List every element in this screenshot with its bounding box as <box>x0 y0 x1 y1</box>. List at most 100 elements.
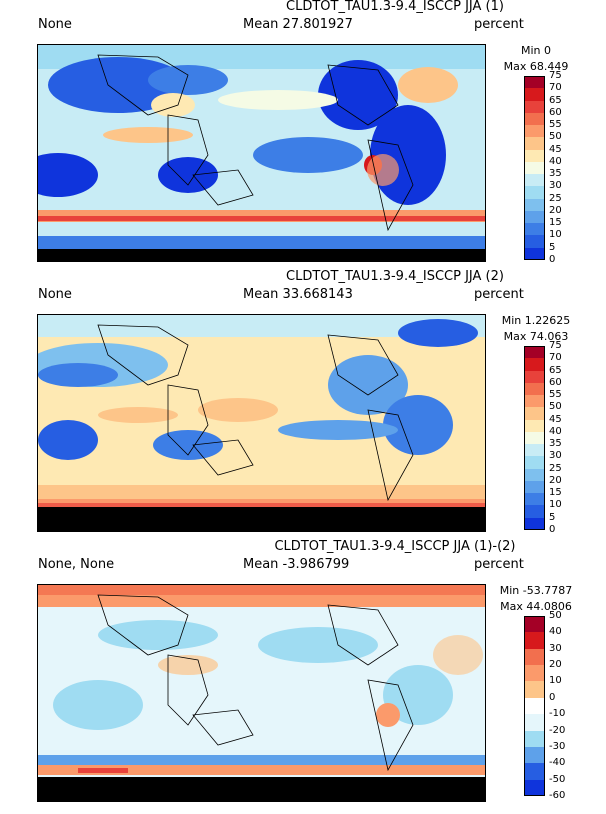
colorbar-segment <box>524 714 545 732</box>
colorbar-tick-label: -50 <box>549 773 566 785</box>
colorbar-segment <box>524 346 545 359</box>
colorbar-tick-label: 5 <box>549 511 556 523</box>
colorbar-segment <box>524 779 545 797</box>
map-field <box>38 315 485 531</box>
colorbar-tick-label: 0 <box>549 691 556 703</box>
colorbar-segment <box>524 149 545 163</box>
colorbar-tick-label: 30 <box>549 642 562 654</box>
colorbar-tick-label: 60 <box>549 106 562 118</box>
colorbar-tick-label: -40 <box>549 757 566 769</box>
units-label: percent <box>474 287 524 302</box>
colorbar-segment <box>524 730 545 748</box>
colorbar-tick-label: 35 <box>549 438 562 450</box>
colorbar-segment <box>524 648 545 666</box>
mean-value: Mean -3.986799 <box>243 557 350 572</box>
colorbar-tick-label: 15 <box>549 217 562 229</box>
colorbar-tick-label: 70 <box>549 352 562 364</box>
colorbar-tick-label: 20 <box>549 204 562 216</box>
units-label: percent <box>474 17 524 32</box>
colorbar-tick-label: 35 <box>549 168 562 180</box>
colorbar-tick-label: -60 <box>549 790 566 801</box>
colorbar-segment <box>524 681 545 699</box>
colorbar-tick-label: 75 <box>549 70 562 81</box>
max-value: Max 68.449 <box>503 60 569 73</box>
colorbar-tick-label: 20 <box>549 659 562 671</box>
min-value: Min 0 <box>520 44 551 57</box>
colorbar <box>524 616 545 797</box>
colorbar-segment <box>524 444 545 457</box>
colorbar-tick-label: 25 <box>549 192 562 204</box>
colorbar-segment <box>524 161 545 175</box>
colorbar-tick-label: 45 <box>549 143 562 155</box>
colorbar-segment <box>524 137 545 151</box>
colorbar-tick-label: 30 <box>549 180 562 192</box>
colorbar-tick-label: 55 <box>549 389 562 401</box>
colorbar-segment <box>524 456 545 470</box>
min-value: Min -53.7787 <box>499 584 573 597</box>
colorbar-segment <box>524 223 545 236</box>
colorbar-tick-label: 30 <box>549 450 562 462</box>
map-field <box>38 585 485 801</box>
colorbar-segment <box>524 632 545 650</box>
colorbar-tick-label: 65 <box>549 364 562 376</box>
colorbar-tick-label: 70 <box>549 82 562 94</box>
panel-2: CLDTOT_TAU1.3-9.4_ISCCP JJA (2) None Mea… <box>0 270 606 540</box>
world-map <box>37 44 486 262</box>
colorbar-segment <box>524 407 545 421</box>
colorbar-segment <box>524 88 545 102</box>
colorbar-tick-label: 10 <box>549 229 562 241</box>
colorbar-segment <box>524 186 545 200</box>
colorbar-segment <box>524 198 545 212</box>
world-map <box>37 314 486 532</box>
mean-value: Mean 33.668143 <box>243 287 353 302</box>
colorbar-segment <box>524 370 545 384</box>
colorbar-segment <box>524 517 545 531</box>
colorbar-tick-label: 75 <box>549 340 562 351</box>
colorbar-segment <box>524 235 545 249</box>
colorbar-tick-label: -10 <box>549 708 566 720</box>
colorbar-segment <box>524 76 545 89</box>
units-label: percent <box>474 557 524 572</box>
colorbar-segment <box>524 493 545 506</box>
model-label: None, None <box>38 557 115 572</box>
colorbar <box>524 346 545 531</box>
panel-title: CLDTOT_TAU1.3-9.4_ISCCP JJA (1)-(2) <box>274 539 516 554</box>
colorbar-tick-label: 10 <box>549 499 562 511</box>
panel-title: CLDTOT_TAU1.3-9.4_ISCCP JJA (1) <box>286 0 504 14</box>
colorbar-tick-label: 15 <box>549 487 562 499</box>
colorbar <box>524 76 545 261</box>
colorbar-segment <box>524 468 545 482</box>
world-map <box>37 584 486 802</box>
colorbar-segment <box>524 505 545 519</box>
colorbar-tick-label: -30 <box>549 740 566 752</box>
colorbar-segment <box>524 358 545 372</box>
colorbar-segment <box>524 382 545 396</box>
model-label: None <box>38 17 72 32</box>
colorbar-tick-label: 60 <box>549 376 562 388</box>
panel-1: CLDTOT_TAU1.3-9.4_ISCCP JJA (1) None Mea… <box>0 0 606 270</box>
colorbar-segment <box>524 431 545 445</box>
colorbar-tick-label: 20 <box>549 474 562 486</box>
colorbar-segment <box>524 125 545 138</box>
colorbar-tick-label: 0 <box>549 524 556 535</box>
map-field <box>38 45 485 261</box>
colorbar-tick-label: 40 <box>549 425 562 437</box>
colorbar-segment <box>524 210 545 224</box>
colorbar-tick-label: 65 <box>549 94 562 106</box>
colorbar-segment <box>524 697 545 715</box>
min-value: Min 1.22625 <box>501 314 571 327</box>
colorbar-tick-label: 50 <box>549 401 562 413</box>
colorbar-segment <box>524 395 545 408</box>
panel-3: CLDTOT_TAU1.3-9.4_ISCCP JJA (1)-(2) None… <box>0 540 606 810</box>
colorbar-segment <box>524 174 545 187</box>
max-value: Max 44.0806 <box>500 600 572 613</box>
colorbar-tick-label: -20 <box>549 724 566 736</box>
colorbar-segment <box>524 763 545 781</box>
colorbar-segment <box>524 746 545 764</box>
mean-value: Mean 27.801927 <box>243 17 353 32</box>
colorbar-segment <box>524 100 545 114</box>
colorbar-tick-label: 45 <box>549 413 562 425</box>
colorbar-segment <box>524 247 545 261</box>
colorbar-tick-label: 55 <box>549 119 562 131</box>
colorbar-segment <box>524 112 545 126</box>
